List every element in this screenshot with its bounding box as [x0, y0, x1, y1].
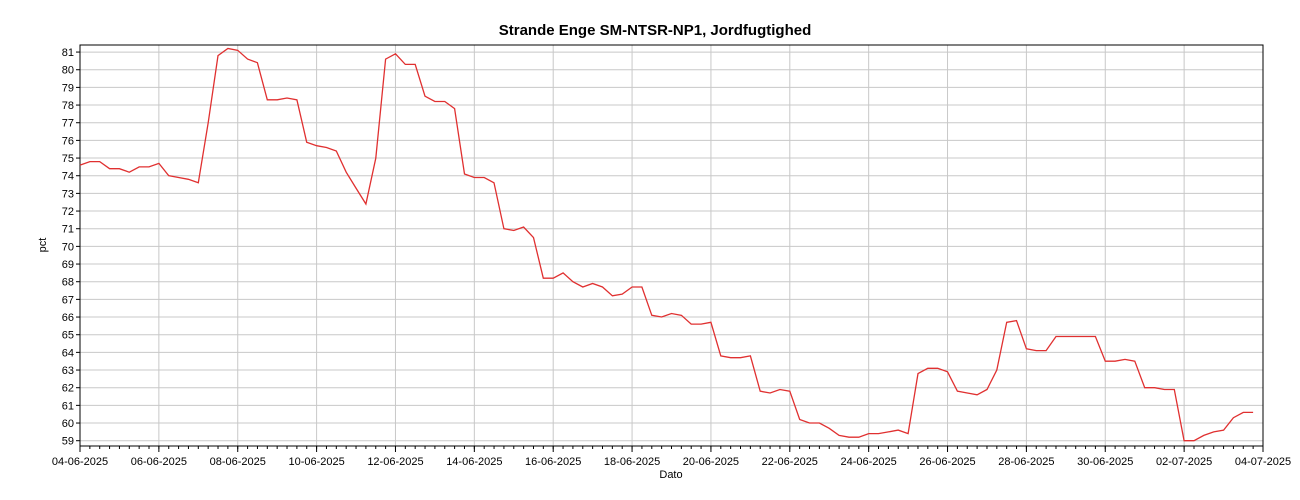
x-tick-label: 14-06-2025	[446, 456, 502, 468]
x-tick-label: 04-06-2025	[52, 456, 108, 468]
y-tick-label: 74	[62, 171, 74, 183]
chart-title: Strande Enge SM-NTSR-NP1, Jordfugtighed	[499, 22, 812, 39]
x-tick-label: 22-06-2025	[762, 456, 818, 468]
y-tick-label: 66	[62, 312, 74, 324]
y-tick-label: 73	[62, 188, 74, 200]
y-axis-label: pct	[37, 238, 49, 253]
x-tick-label: 04-07-2025	[1235, 456, 1291, 468]
y-tick-label: 65	[62, 330, 74, 342]
y-tick-label: 80	[62, 65, 74, 77]
x-tick-label: 28-06-2025	[998, 456, 1054, 468]
grid	[79, 45, 1264, 446]
y-tick-label: 77	[62, 118, 74, 130]
x-tick-label: 30-06-2025	[1077, 456, 1133, 468]
x-tick-label: 10-06-2025	[288, 456, 344, 468]
y-tick-label: 59	[62, 436, 74, 448]
x-tick-label: 26-06-2025	[919, 456, 975, 468]
x-tick-label: 18-06-2025	[604, 456, 660, 468]
y-tick-label: 71	[62, 224, 74, 236]
x-tick-label: 02-07-2025	[1156, 456, 1212, 468]
y-tick-label: 75	[62, 153, 74, 165]
y-tick-label: 70	[62, 241, 74, 253]
x-tick-label: 24-06-2025	[841, 456, 897, 468]
y-tick-label: 69	[62, 259, 74, 271]
y-tick-label: 81	[62, 47, 74, 59]
y-tick-label: 76	[62, 135, 74, 147]
y-tick-label: 68	[62, 277, 74, 289]
y-tick-label: 72	[62, 206, 74, 218]
x-tick-label: 08-06-2025	[210, 456, 266, 468]
y-tick-label: 78	[62, 100, 74, 112]
y-tick-label: 64	[62, 347, 74, 359]
x-tick-label: 12-06-2025	[367, 456, 423, 468]
y-tick-label: 61	[62, 400, 74, 412]
series-line	[79, 47, 1254, 442]
x-tick-label: 20-06-2025	[683, 456, 739, 468]
x-axis-label: Dato	[659, 469, 682, 481]
y-tick-label: 63	[62, 365, 74, 377]
y-tick-label: 67	[62, 294, 74, 306]
x-tick-label: 16-06-2025	[525, 456, 581, 468]
plot-area	[79, 44, 1264, 447]
x-tick-label: 06-06-2025	[131, 456, 187, 468]
y-tick-label: 62	[62, 383, 74, 395]
y-tick-label: 60	[62, 418, 74, 430]
y-tick-label: 79	[62, 82, 74, 94]
y-axis: 59 60 61 62 63 64 65 66 67 68 69 70 71 72 73 74 75 76 77 78…	[62, 47, 80, 448]
x-axis: 04-06-2025 06-06-2025 08-06-2025 10-06-2025…	[52, 446, 1291, 468]
